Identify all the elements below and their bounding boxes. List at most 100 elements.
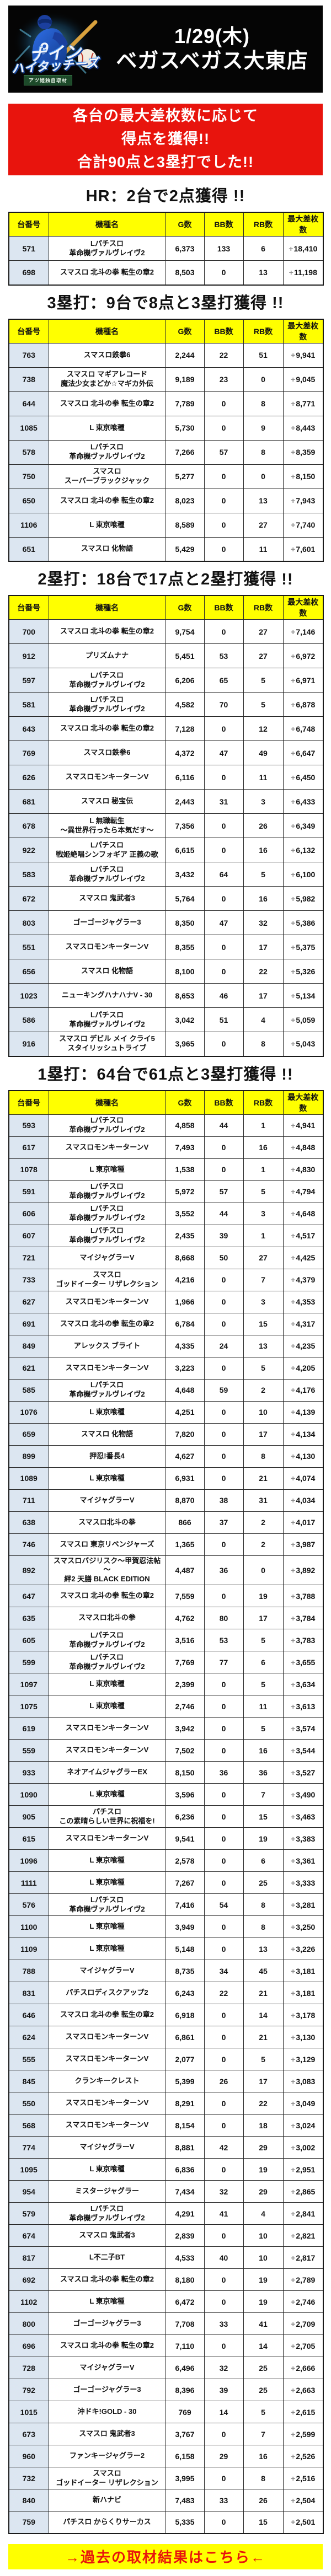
- cell-machine-name: スマスロ 北斗の拳 転生の章2: [48, 716, 166, 741]
- table-row: 576 Lパチスロ 革命機ヴァルヴレイヴ2 7,416 54 8 +3,281: [8, 1893, 324, 1917]
- cell-machine-number: 1111: [8, 1871, 49, 1895]
- cell-rb-count: 0: [243, 1555, 284, 1586]
- cell-max-diff: +2,615: [282, 2401, 324, 2424]
- table-row: 1090 L 東京喰種 3,596 0 7 +3,490: [8, 1783, 324, 1806]
- cell-games: 4,533: [165, 2246, 205, 2269]
- cell-machine-number: 571: [8, 236, 49, 261]
- cell-machine-name: L 東京喰種: [48, 415, 166, 441]
- cell-rb-count: 16: [243, 838, 284, 862]
- cell-max-diff: +2,526: [282, 2445, 324, 2468]
- cell-rb-count: 1: [243, 1158, 284, 1181]
- cell-machine-number: 586: [8, 1007, 49, 1032]
- cell-machine-name: Lパチスロ 革命機ヴァルヴレイヴ2: [48, 1629, 166, 1652]
- plus-sign: +: [291, 1988, 296, 1998]
- cell-games: 8,291: [165, 2092, 205, 2115]
- cell-games: 4,582: [165, 692, 205, 717]
- cell-bb-count: 0: [204, 1158, 244, 1181]
- cell-max-diff: +7,943: [282, 488, 324, 513]
- table-row: 617 スマスロモンキーターンV 7,493 0 16 +4,848: [8, 1136, 324, 1159]
- table-row: 954 ミスタージャグラー 7,434 32 29 +2,865: [8, 2180, 324, 2203]
- column-header: RB数: [243, 212, 284, 237]
- cell-bb-count: 0: [204, 959, 244, 984]
- cell-machine-name: スマスロモンキーターンV: [48, 765, 166, 790]
- plus-sign: +: [291, 1922, 296, 1931]
- cell-machine-number: 763: [8, 342, 49, 368]
- table-row: 899 押忍!番長4 4,627 0 8 +4,130: [8, 1445, 324, 1468]
- cell-machine-number: 591: [8, 1180, 49, 1203]
- cell-machine-number: 674: [8, 2224, 49, 2247]
- cell-rb-count: 8: [243, 1032, 284, 1056]
- plus-sign: +: [291, 2407, 296, 2417]
- plus-sign: +: [291, 1724, 296, 1733]
- plus-sign: +: [291, 496, 296, 505]
- cell-machine-number: 617: [8, 1136, 49, 1159]
- cell-games: 7,502: [165, 1739, 205, 1762]
- cell-bb-count: 133: [204, 236, 244, 261]
- cell-rb-count: 5: [243, 692, 284, 717]
- cell-rb-count: 5: [243, 2048, 284, 2071]
- cell-rb-count: 25: [243, 2379, 284, 2402]
- cell-rb-count: 15: [243, 1805, 284, 1828]
- cell-machine-name: スマスロモンキーターンV: [48, 2048, 166, 2071]
- cell-machine-number: 916: [8, 1032, 49, 1056]
- plus-sign: +: [291, 2429, 296, 2439]
- cell-bb-count: 0: [204, 1032, 244, 1056]
- cell-rb-count: 16: [243, 1136, 284, 1159]
- column-header: BB数: [204, 212, 244, 237]
- cell-machine-number: 922: [8, 838, 49, 862]
- cell-bb-count: 70: [204, 692, 244, 717]
- cell-bb-count: 65: [204, 668, 244, 693]
- table-row: 892 スマスロバジリスク～甲賀忍法帖～ 絆2 天膳 BLACK EDITION 4…: [8, 1555, 324, 1586]
- cell-machine-name: L 東京喰種: [48, 1938, 166, 1961]
- cell-bb-count: 0: [204, 1423, 244, 1446]
- cell-machine-number: 1090: [8, 1783, 49, 1806]
- cell-games: 7,434: [165, 2180, 205, 2203]
- plus-sign: +: [291, 1635, 296, 1645]
- cell-bb-count: 0: [204, 1915, 244, 1939]
- cell-rb-count: 8: [243, 1915, 284, 1939]
- table-row: 840 新ハナビ 7,483 33 26 +2,504: [8, 2489, 324, 2512]
- plus-sign: +: [291, 2010, 296, 2020]
- cell-bb-count: 0: [204, 512, 244, 538]
- plus-sign: +: [291, 399, 296, 408]
- cell-games: 2,746: [165, 1695, 205, 1718]
- cell-machine-number: 933: [8, 1761, 49, 1784]
- cell-machine-name: ファンキージャグラー2: [48, 2445, 166, 2468]
- cell-machine-number: 759: [8, 2511, 49, 2534]
- cell-max-diff: +2,504: [282, 2489, 324, 2512]
- plus-sign: +: [291, 2143, 296, 2152]
- results-table: 台番号 機種名 G数 BB数 RB数 最大差枚数 571 Lパチスロ 革命機ヴァルヴレイヴ2 6…: [8, 212, 324, 286]
- table-row: 626 スマスロモンキーターンV 6,116 0 11 +6,450: [8, 765, 324, 790]
- cell-games: 3,596: [165, 1783, 205, 1806]
- column-header: 台番号: [8, 319, 49, 344]
- cell-games: 9,541: [165, 1827, 205, 1850]
- table-row: 659 スマスロ 化物語 7,820 0 17 +4,134: [8, 1423, 324, 1446]
- cell-max-diff: +3,250: [282, 1915, 324, 1939]
- cell-bb-count: 0: [204, 1290, 244, 1313]
- column-header: G数: [165, 1090, 205, 1115]
- past-results-link[interactable]: →過去の取材結果はこちら←: [8, 2543, 323, 2569]
- cell-games: 2,435: [165, 1224, 205, 1247]
- cell-max-diff: +4,074: [282, 1467, 324, 1490]
- table-row: 922 Lパチスロ 戦姫絶唱シンフォギア 正義の歌 6,615 0 16 +6,132: [8, 838, 324, 862]
- section-title: HR：2台で2点獲得 !!: [86, 187, 245, 205]
- cell-max-diff: +3,544: [282, 1739, 324, 1762]
- cell-games: 5,429: [165, 536, 205, 562]
- cell-rb-count: 3: [243, 789, 284, 814]
- cell-max-diff: +7,146: [282, 619, 324, 644]
- cell-games: 8,668: [165, 1246, 205, 1269]
- plus-sign: +: [291, 2187, 296, 2196]
- cell-rb-count: 5: [243, 862, 284, 887]
- header-text: 1/29(木) ベガスベガス大東店: [105, 24, 323, 75]
- cell-machine-number: 1102: [8, 2290, 49, 2314]
- cell-games: 6,918: [165, 2004, 205, 2027]
- cell-games: 4,627: [165, 1445, 205, 1468]
- plus-sign: +: [291, 2165, 296, 2174]
- plus-sign: +: [291, 797, 296, 806]
- cell-rb-count: 0: [243, 367, 284, 392]
- cell-max-diff: +4,379: [282, 1268, 324, 1291]
- cell-max-diff: +4,139: [282, 1400, 324, 1424]
- cell-games: 3,042: [165, 1007, 205, 1032]
- cell-machine-number: 845: [8, 2070, 49, 2093]
- cell-machine-number: 892: [8, 1555, 49, 1586]
